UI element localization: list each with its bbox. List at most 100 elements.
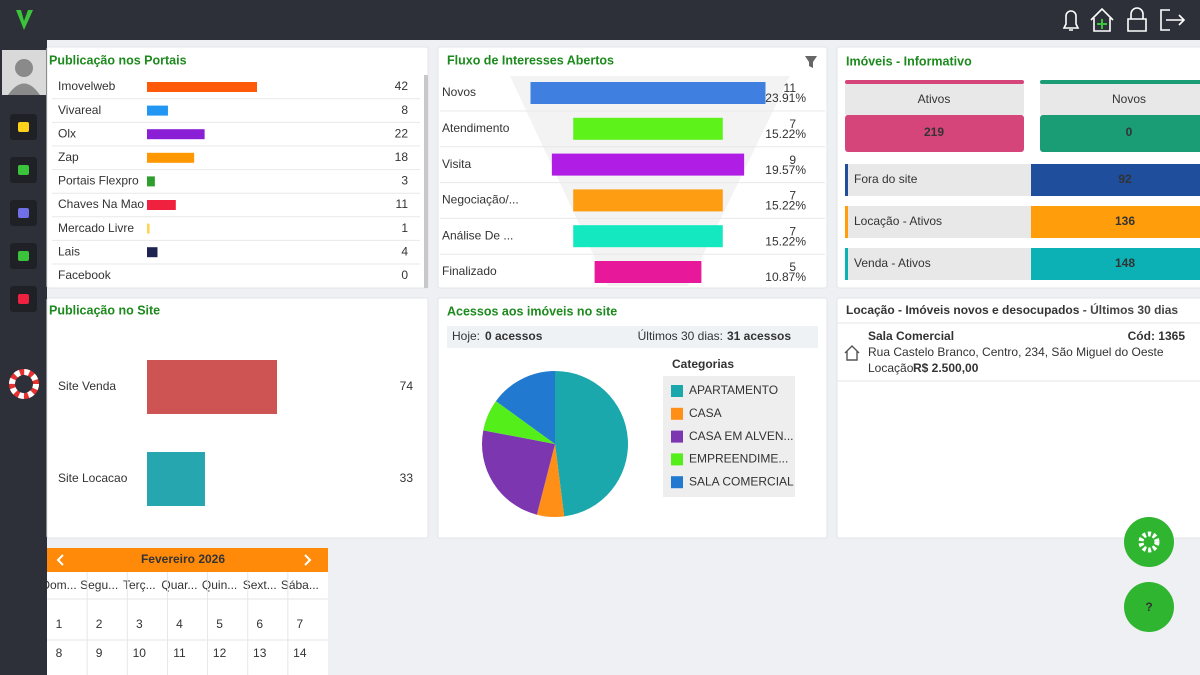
card-label: Novos <box>1112 92 1146 106</box>
stage-label: Finalizado <box>442 264 497 278</box>
logo[interactable] <box>16 10 33 30</box>
row-label: Venda - Ativos <box>854 256 931 270</box>
top-bar <box>0 0 1200 40</box>
funnel-bar <box>594 261 702 283</box>
portal-label: Portais Flexpro <box>58 174 139 188</box>
lock-icon[interactable] <box>1127 7 1147 32</box>
home-icon[interactable] <box>1090 7 1114 32</box>
pie-slice <box>555 371 628 517</box>
row-value-bg <box>1031 248 1200 280</box>
panel-title: Publicação nos Portais <box>49 53 187 67</box>
calendar-day[interactable]: 2 <box>96 617 103 631</box>
calendar-day[interactable]: 4 <box>176 617 183 631</box>
panel-title: Fluxo de Interesses Abertos <box>447 53 614 67</box>
calendar-day[interactable]: 3 <box>136 617 143 631</box>
panel <box>836 297 1200 539</box>
weekday: Segu... <box>80 578 118 592</box>
calendar-day[interactable]: 9 <box>96 646 103 660</box>
stage-share: 15.22% <box>765 199 806 213</box>
card-top-border <box>1040 80 1200 84</box>
bar <box>147 105 168 116</box>
row-label-bg <box>845 164 1031 196</box>
prev-month[interactable] <box>56 554 64 566</box>
home-icon-plus <box>1097 19 1107 29</box>
stage-value: 7 <box>789 189 796 203</box>
period-value: 31 acessos <box>727 329 791 343</box>
row-accent <box>845 206 848 238</box>
settings-button[interactable] <box>1124 517 1174 567</box>
calendar-day[interactable]: 10 <box>133 646 147 660</box>
notifications-icon[interactable] <box>1062 10 1080 31</box>
portal-label: Mercado Livre <box>58 221 134 235</box>
nav-icon <box>18 294 29 304</box>
row-accent <box>845 164 848 196</box>
panel <box>46 297 429 539</box>
bar-value: 42 <box>395 79 409 93</box>
stage-label: Análise De ... <box>442 228 513 242</box>
bar-value: 74 <box>400 379 414 393</box>
avatar-body <box>8 83 40 95</box>
stage-label: Visita <box>442 157 471 171</box>
card-value: 0 <box>1126 125 1133 139</box>
stage-share: 15.22% <box>765 127 806 141</box>
legend-label[interactable]: SALA COMERCIAL <box>689 474 794 488</box>
row-value: 136 <box>1115 214 1135 228</box>
weekday: Sext... <box>243 578 277 592</box>
panel-title: Acessos aos imóveis no site <box>447 304 617 318</box>
calendar-day[interactable]: 11 <box>173 646 186 660</box>
portal-label: Imovelweb <box>58 79 116 93</box>
legend-label[interactable]: CASA <box>689 406 722 420</box>
funnel-bar <box>573 189 723 212</box>
legend-label[interactable]: APARTAMENTO <box>689 383 778 397</box>
stage-label: Novos <box>442 85 476 99</box>
calendar-day[interactable]: 12 <box>213 646 227 660</box>
stage-value: 5 <box>789 260 796 274</box>
stage-value: 7 <box>789 117 796 131</box>
site-label: Site Locacao <box>58 471 128 485</box>
weekday: Dom... <box>41 578 76 592</box>
row-value: 148 <box>1115 256 1135 270</box>
funnel-bar <box>530 82 766 104</box>
card-body <box>1040 115 1200 152</box>
calendar-day[interactable]: 13 <box>253 646 267 660</box>
next-month[interactable] <box>304 554 312 566</box>
nav-icon <box>18 251 29 261</box>
bar <box>147 152 195 163</box>
calendar-day[interactable]: 5 <box>216 617 223 631</box>
legend-label[interactable]: CASA EM ALVEN... <box>689 429 793 443</box>
calendar-day[interactable]: 7 <box>297 617 304 631</box>
card-value: 219 <box>924 125 944 139</box>
filter-icon[interactable] <box>805 56 817 68</box>
bar-value: 3 <box>401 174 408 188</box>
today-label: Hoje: <box>452 329 480 343</box>
calendar-day[interactable]: 1 <box>56 617 63 631</box>
pie-slice <box>483 401 555 444</box>
portal-label: Zap <box>58 150 79 164</box>
legend-swatch <box>671 385 683 397</box>
bar <box>147 360 277 414</box>
listing-code: Cód: 1365 <box>1128 329 1186 343</box>
stage-label: Atendimento <box>442 121 510 135</box>
bar <box>147 452 205 506</box>
settings-gear <box>1138 531 1160 553</box>
row-label-bg <box>845 248 1031 280</box>
bar <box>147 200 176 210</box>
bar-value: 1 <box>401 221 408 235</box>
stage-share: 19.57% <box>765 163 806 177</box>
calendar-day[interactable]: 14 <box>293 646 307 660</box>
stage-share: 10.87% <box>765 270 806 284</box>
title-main: Locação - Imóveis novos e desocupados <box>846 303 1080 317</box>
bar-value: 8 <box>401 103 408 117</box>
calendar-day[interactable]: 8 <box>56 646 63 660</box>
help-button[interactable] <box>1124 582 1174 632</box>
legend-title: Categorias <box>672 357 734 371</box>
listing-name[interactable]: Sala Comercial <box>868 329 954 343</box>
legend-label[interactable]: EMPREENDIME... <box>689 452 788 466</box>
stage-value: 9 <box>789 153 796 167</box>
logout-icon[interactable] <box>1160 9 1186 31</box>
bar-value: 22 <box>395 126 409 140</box>
calendar-day[interactable]: 6 <box>256 617 263 631</box>
listing-price: R$ 2.500,00 <box>913 361 979 375</box>
